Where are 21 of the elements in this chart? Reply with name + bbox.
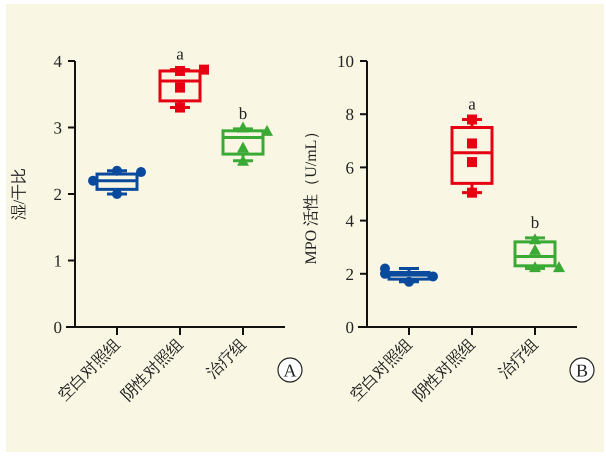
y-axis-title: 湿/干比 bbox=[10, 168, 28, 220]
y-tick-label: 2 bbox=[54, 185, 62, 204]
annotation: a bbox=[176, 44, 184, 64]
y-tick-label: 0 bbox=[346, 318, 354, 337]
y-tick-label: 6 bbox=[346, 158, 354, 178]
y-tick-label: 4 bbox=[346, 212, 354, 231]
annotation: b bbox=[530, 212, 540, 232]
y-axis-title: MPO 活性（U/mL） bbox=[303, 124, 320, 264]
x-tick-label: 治疗组 bbox=[203, 335, 250, 382]
x-tick-label: 治疗组 bbox=[495, 335, 542, 382]
text: B bbox=[576, 360, 588, 380]
y-tick-label: 3 bbox=[54, 118, 62, 138]
y-tick-label: 0 bbox=[54, 318, 62, 337]
y-tick-label: 10 bbox=[337, 52, 354, 71]
annotation: a bbox=[468, 94, 476, 114]
annotation: b bbox=[238, 104, 248, 123]
y-tick-label: 8 bbox=[346, 105, 354, 124]
y-tick-label: 1 bbox=[54, 252, 62, 270]
y-tick-label: 2 bbox=[346, 264, 354, 284]
y-tick-label: 4 bbox=[54, 52, 62, 71]
text: A bbox=[284, 360, 296, 380]
